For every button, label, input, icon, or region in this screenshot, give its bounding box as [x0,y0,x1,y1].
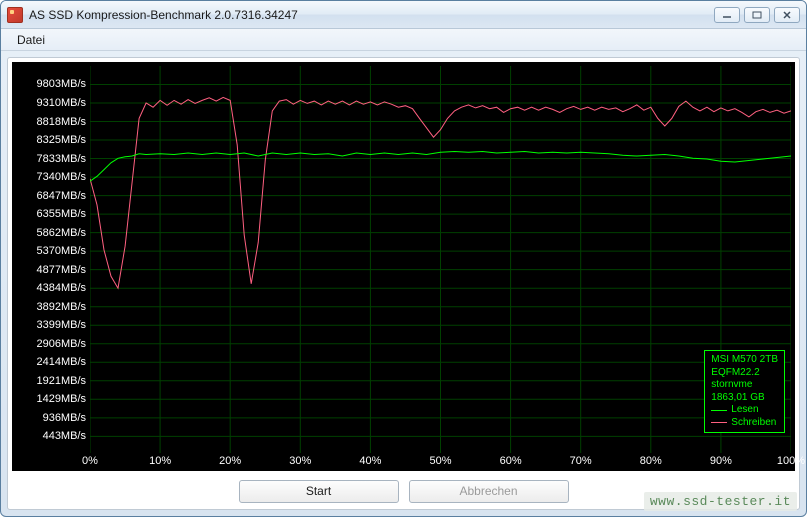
y-tick-label: 7833MB/s [36,153,86,165]
y-tick-label: 9310MB/s [36,97,86,109]
y-tick-label: 9803MB/s [36,78,86,90]
window-title: AS SSD Kompression-Benchmark 2.0.7316.34… [29,8,714,22]
window-controls [714,7,800,23]
legend-read-swatch [711,410,727,411]
legend-read-row: Lesen [711,404,778,417]
minimize-button[interactable] [714,7,740,23]
x-tick-label: 0% [82,455,98,467]
app-icon [7,7,23,23]
y-tick-label: 3892MB/s [36,301,86,313]
x-tick-label: 80% [640,455,662,467]
titlebar: AS SSD Kompression-Benchmark 2.0.7316.34… [1,1,806,29]
x-tick-label: 20% [219,455,241,467]
y-tick-label: 1921MB/s [36,375,86,387]
x-tick-label: 60% [500,455,522,467]
y-tick-label: 443MB/s [43,430,86,442]
y-tick-label: 6847MB/s [36,190,86,202]
app-window: AS SSD Kompression-Benchmark 2.0.7316.34… [0,0,807,517]
close-button[interactable] [774,7,800,23]
x-tick-label: 50% [429,455,451,467]
y-tick-label: 1429MB/s [36,393,86,405]
legend-write-label: Schreiben [731,417,776,430]
y-tick-label: 8325MB/s [36,134,86,146]
content-panel: 443MB/s 936MB/s 1429MB/s 1921MB/s 2414MB/s 29… [7,57,800,510]
y-tick-label: 8818MB/s [36,116,86,128]
x-tick-label: 40% [359,455,381,467]
x-axis-labels: 0%10%20%30%40%50%60%70%80%90%100% [90,453,791,471]
x-tick-label: 10% [149,455,171,467]
x-tick-label: 70% [570,455,592,467]
legend-driver: stornvme [711,379,778,392]
abort-button[interactable]: Abbrechen [409,480,569,503]
y-tick-label: 936MB/s [43,412,86,424]
x-tick-label: 100% [777,455,805,467]
legend-box: MSI M570 2TB EQFM22.2 stornvme 1863,01 G… [704,350,785,433]
y-tick-label: 5370MB/s [36,245,86,257]
watermark: www.ssd-tester.it [644,492,797,511]
y-tick-label: 3399MB/s [36,319,86,331]
x-tick-label: 30% [289,455,311,467]
y-tick-label: 5862MB/s [36,227,86,239]
y-tick-label: 4384MB/s [36,282,86,294]
x-tick-label: 90% [710,455,732,467]
menu-file[interactable]: Datei [9,31,53,49]
start-button[interactable]: Start [239,480,399,503]
y-tick-label: 7340MB/s [36,171,86,183]
y-tick-label: 2906MB/s [36,338,86,350]
legend-write-row: Schreiben [711,417,778,430]
y-tick-label: 2414MB/s [36,356,86,368]
y-axis-labels: 443MB/s 936MB/s 1429MB/s 1921MB/s 2414MB/s 29… [12,62,90,453]
menubar: Datei [1,29,806,51]
legend-firmware: EQFM22.2 [711,367,778,380]
chart-area: 443MB/s 936MB/s 1429MB/s 1921MB/s 2414MB/s 29… [12,62,795,471]
legend-read-label: Lesen [731,404,758,417]
maximize-button[interactable] [744,7,770,23]
legend-write-swatch [711,422,727,423]
legend-device: MSI M570 2TB [711,354,778,367]
y-tick-label: 6355MB/s [36,208,86,220]
y-tick-label: 4877MB/s [36,264,86,276]
chart-plot: MSI M570 2TB EQFM22.2 stornvme 1863,01 G… [90,66,791,453]
legend-capacity: 1863,01 GB [711,392,778,405]
